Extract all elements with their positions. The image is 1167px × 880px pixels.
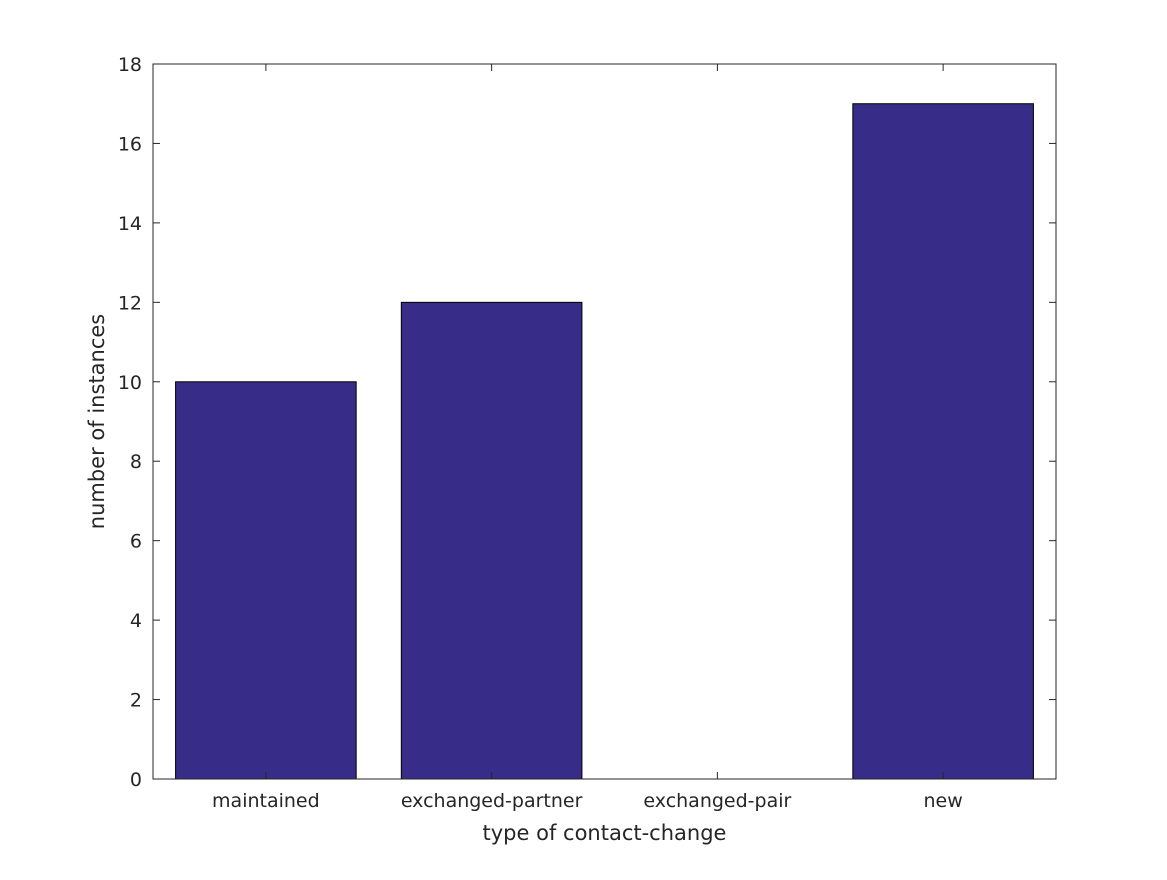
- y-tick-label: 6: [130, 531, 142, 553]
- y-tick-label: 4: [130, 610, 142, 632]
- y-axis-title: number of instances: [85, 314, 109, 529]
- bars-layer: [175, 103, 1034, 780]
- y-tick-label: 12: [118, 292, 142, 314]
- y-tick-label: 16: [118, 133, 142, 155]
- x-axis-title: type of contact-change: [483, 821, 727, 845]
- x-tick-label: maintained: [212, 790, 320, 812]
- bar-new: [852, 103, 1034, 780]
- plot-frame: [152, 63, 1057, 780]
- y-tick-label: 0: [130, 769, 142, 791]
- x-tick-label: new: [923, 790, 962, 812]
- y-tick-label: 18: [118, 54, 142, 76]
- ticks-layer: maintained exchanged-partner exchanged-pai…: [118, 54, 1056, 812]
- bar-maintained: [175, 381, 357, 780]
- y-tick-label: 2: [130, 690, 142, 712]
- x-tick-label: exchanged-partner: [401, 790, 583, 812]
- y-tick-label: 14: [118, 213, 142, 235]
- y-tick-label: 8: [130, 451, 142, 473]
- x-tick-label: exchanged-pair: [643, 790, 791, 812]
- bar-exchanged-partner: [400, 301, 583, 780]
- y-tick-label: 10: [118, 372, 142, 394]
